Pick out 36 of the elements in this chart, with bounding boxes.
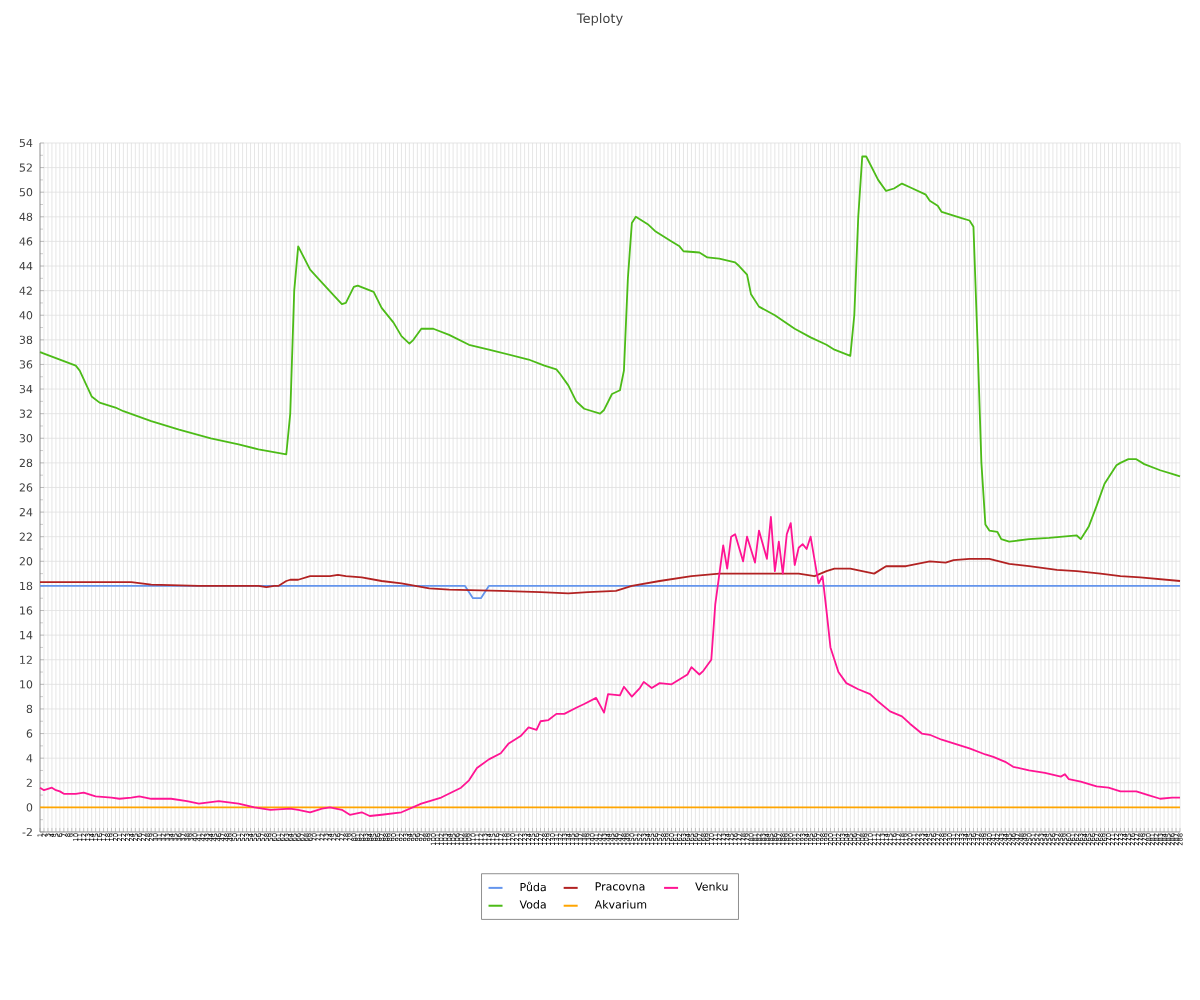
legend-label: Pracovna bbox=[595, 882, 645, 891]
y-tick-label: 44 bbox=[19, 262, 33, 271]
chart-title: Teploty bbox=[576, 13, 623, 26]
y-tick-label: 12 bbox=[20, 655, 32, 664]
y-tick-label: 46 bbox=[19, 237, 33, 246]
y-tick-label: 4 bbox=[26, 754, 33, 763]
y-tick-label: 24 bbox=[19, 507, 33, 517]
y-tick-label: 8 bbox=[26, 704, 33, 714]
line-series bbox=[39, 557, 1181, 595]
y-tick-label: 0 bbox=[26, 803, 33, 812]
y-tick-label: 20 bbox=[19, 557, 33, 566]
y-tick-label: 54 bbox=[19, 138, 33, 148]
y-tick-label: 50 bbox=[19, 188, 33, 197]
y-tick-label: -2 bbox=[22, 827, 32, 837]
y-tick-label: 38 bbox=[19, 335, 33, 345]
legend-label: Půda bbox=[520, 881, 546, 892]
y-tick-label: 32 bbox=[19, 409, 32, 418]
y-tick-label: 30 bbox=[19, 434, 33, 443]
y-tick-label: 16 bbox=[20, 606, 33, 615]
y-tick-label: 28 bbox=[19, 458, 33, 468]
y-tick-label: 2 bbox=[26, 778, 32, 787]
y-tick-label: 36 bbox=[19, 360, 33, 369]
y-tick-label: 18 bbox=[20, 581, 33, 591]
y-tick-label: 34 bbox=[19, 384, 33, 394]
legend-label: Voda bbox=[519, 900, 546, 909]
y-tick-label: 6 bbox=[26, 729, 33, 738]
y-tick-label: 22 bbox=[19, 532, 32, 541]
legend-label: Venku bbox=[695, 882, 728, 891]
y-tick-label: 10 bbox=[20, 680, 33, 689]
y-tick-label: 40 bbox=[19, 311, 33, 320]
y-tick-label: 42 bbox=[19, 286, 32, 295]
y-tick-label: 48 bbox=[19, 212, 33, 221]
legend-label: Akvarium bbox=[594, 900, 647, 909]
y-tick-label: 26 bbox=[19, 483, 33, 492]
y-tick-label: 52 bbox=[19, 163, 32, 172]
y-tick-label: 14 bbox=[20, 631, 33, 640]
